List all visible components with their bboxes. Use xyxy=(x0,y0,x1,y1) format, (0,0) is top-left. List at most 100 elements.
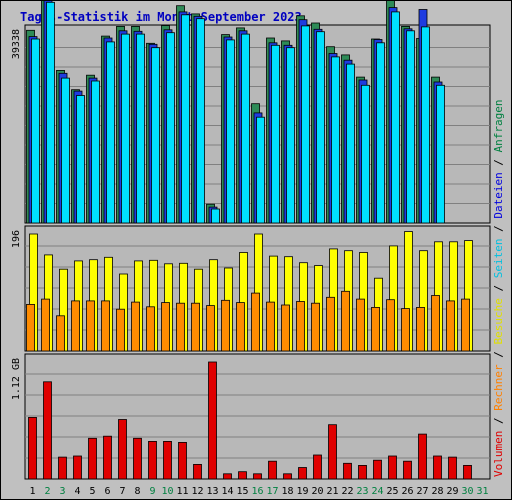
chart-panel-top: 39338 xyxy=(11,1,491,224)
bar-volumen-day-25 xyxy=(388,455,397,480)
day-label-24: 24 xyxy=(371,486,383,497)
bar-rechner-day-21 xyxy=(326,296,335,352)
bar-volumen-day-17 xyxy=(268,460,277,480)
bar-volumen-day-6 xyxy=(103,435,112,480)
bar-seiten-day-27 xyxy=(421,26,430,224)
bar-rechner-day-9 xyxy=(146,306,155,352)
bar-seiten-day-1 xyxy=(31,38,40,224)
bar-rechner-day-13 xyxy=(206,305,215,352)
bar-volumen-day-9 xyxy=(148,440,157,480)
bar-seiten-day-16 xyxy=(256,116,265,224)
bar-volumen-day-22 xyxy=(343,462,352,480)
bar-seiten-day-23 xyxy=(361,84,370,224)
day-label-17: 17 xyxy=(266,486,278,497)
bar-volumen-day-3 xyxy=(58,456,67,480)
bar-rechner-day-7 xyxy=(116,308,125,352)
bar-volumen-day-19 xyxy=(298,467,307,480)
bar-rechner-day-10 xyxy=(161,302,170,352)
day-label-6: 6 xyxy=(104,486,110,497)
bar-seiten-day-12 xyxy=(196,18,205,224)
bar-volumen-day-20 xyxy=(313,454,322,480)
bar-volumen-day-5 xyxy=(88,437,97,480)
bar-seiten-day-8 xyxy=(136,33,145,224)
y-max-label: 1.12 GB xyxy=(11,358,22,400)
bar-seiten-day-25 xyxy=(391,11,400,224)
bar-volumen-day-10 xyxy=(163,440,172,480)
day-label-29: 29 xyxy=(446,486,458,497)
legend-part-9: / xyxy=(492,152,505,172)
day-label-3: 3 xyxy=(59,486,65,497)
bar-volumen-day-12 xyxy=(193,463,202,480)
bar-seiten-day-10 xyxy=(166,32,175,224)
bar-volumen-day-14 xyxy=(223,473,232,480)
day-label-19: 19 xyxy=(296,486,308,497)
bar-rechner-day-1 xyxy=(26,303,35,352)
bar-volumen-day-29 xyxy=(448,456,457,480)
bar-seiten-day-2 xyxy=(46,1,55,224)
bar-rechner-day-14 xyxy=(221,299,230,352)
bar-rechner-day-27 xyxy=(416,306,425,352)
bar-seiten-day-13 xyxy=(211,208,220,224)
legend-part-1: / xyxy=(492,411,505,431)
day-label-1: 1 xyxy=(29,486,35,497)
bar-seiten-day-24 xyxy=(376,42,385,224)
day-label-26: 26 xyxy=(401,486,413,497)
bar-seiten-day-26 xyxy=(406,30,415,224)
bar-seiten-day-14 xyxy=(226,39,235,224)
day-label-27: 27 xyxy=(416,486,428,497)
day-label-12: 12 xyxy=(191,486,203,497)
bar-rechner-day-30 xyxy=(461,298,470,352)
bar-rechner-day-19 xyxy=(296,301,305,352)
bar-seiten-day-28 xyxy=(436,84,445,224)
legend-part-10: Anfragen xyxy=(492,99,505,152)
day-label-21: 21 xyxy=(326,486,338,497)
bar-rechner-day-25 xyxy=(386,299,395,352)
legend-part-2: Rechner xyxy=(492,364,505,411)
day-label-2: 2 xyxy=(44,486,50,497)
day-label-15: 15 xyxy=(236,486,248,497)
bar-rechner-day-16 xyxy=(251,292,260,352)
bar-rechner-day-2 xyxy=(41,298,50,352)
chart-panel-middle: 196 xyxy=(11,225,491,352)
legend-part-0: Volumen xyxy=(492,431,505,477)
day-label-4: 4 xyxy=(74,486,80,497)
bar-rechner-day-22 xyxy=(341,290,350,352)
day-label-18: 18 xyxy=(281,486,293,497)
bar-seiten-day-17 xyxy=(271,44,280,224)
bar-volumen-day-18 xyxy=(283,473,292,480)
bar-rechner-day-26 xyxy=(401,308,410,352)
bar-seiten-day-20 xyxy=(316,31,325,224)
bar-rechner-day-4 xyxy=(71,300,80,352)
legend-part-4: Besuche xyxy=(492,298,505,344)
day-label-22: 22 xyxy=(341,486,353,497)
day-label-7: 7 xyxy=(119,486,125,497)
bar-seiten-day-18 xyxy=(286,47,295,224)
bar-volumen-day-27 xyxy=(418,433,427,480)
legend-part-8: Dateien xyxy=(492,172,505,218)
legend-part-6: Seiten xyxy=(492,239,505,279)
bar-volumen-day-16 xyxy=(253,473,262,480)
bar-seiten-day-9 xyxy=(151,47,160,224)
series-legend: Volumen / Rechner / Besuche / Seiten / D… xyxy=(492,99,505,477)
day-label-28: 28 xyxy=(431,486,443,497)
bar-seiten-day-21 xyxy=(331,56,340,224)
x-axis-day-labels: 1 2 3 4 5 6 7 8 9 10 11 12 13 14 15 16 17 18 19 20 21 22 23 24 2… xyxy=(29,486,488,497)
bar-volumen-day-28 xyxy=(433,455,442,480)
day-label-9: 9 xyxy=(149,486,155,497)
bar-volumen-day-11 xyxy=(178,441,187,480)
day-label-11: 11 xyxy=(176,486,188,497)
bar-rechner-day-23 xyxy=(356,298,365,352)
bar-rechner-day-6 xyxy=(101,300,110,352)
day-label-13: 13 xyxy=(206,486,218,497)
day-label-23: 23 xyxy=(356,486,368,497)
bar-seiten-day-4 xyxy=(76,95,85,224)
bar-rechner-day-15 xyxy=(236,302,245,352)
bar-rechner-day-3 xyxy=(56,315,65,352)
bar-volumen-day-13 xyxy=(208,361,217,480)
chart-panel-bottom: 1.12 GB xyxy=(11,353,491,480)
y-max-label: 39338 xyxy=(11,29,22,59)
bar-volumen-day-8 xyxy=(133,437,142,480)
bar-volumen-day-1 xyxy=(28,416,37,480)
